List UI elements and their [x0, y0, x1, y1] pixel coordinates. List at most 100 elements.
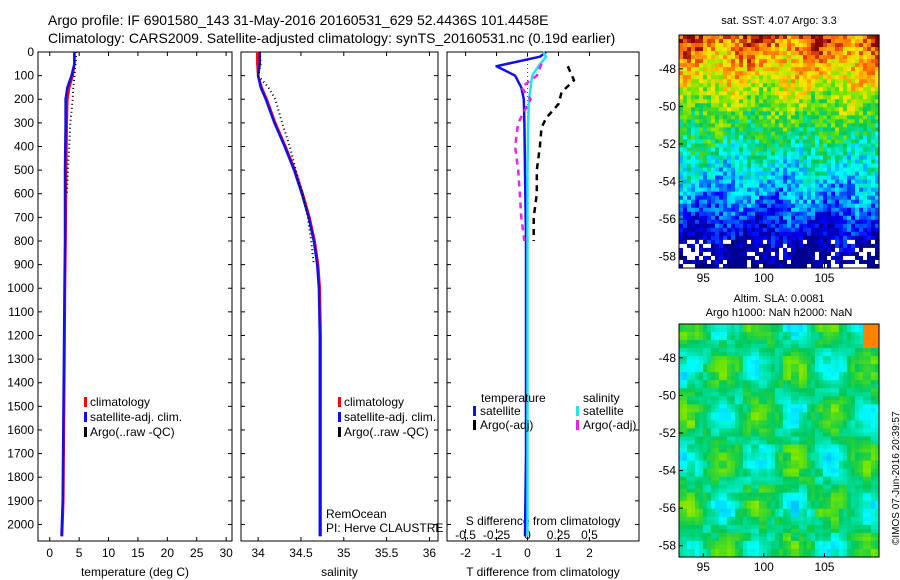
- heatmap-cell: [851, 111, 856, 116]
- heatmap-cell: [687, 119, 692, 124]
- heatmap-cell: [787, 91, 792, 96]
- heatmap-cell: [787, 388, 792, 393]
- heatmap-cell: [747, 348, 752, 353]
- heatmap-cell: [811, 400, 816, 405]
- heatmap-cell: [739, 332, 744, 337]
- heatmap-cell: [815, 183, 820, 189]
- heatmap-cell: [703, 99, 708, 104]
- heatmap-cell: [695, 199, 700, 205]
- heatmap-cell: [759, 356, 764, 361]
- heatmap-cell: [715, 75, 720, 80]
- heatmap-cell: [739, 352, 744, 357]
- heatmap-cell: [787, 35, 792, 40]
- heatmap-cell: [739, 95, 744, 100]
- heatmap-cell: [799, 444, 804, 450]
- heatmap-cell: [731, 336, 736, 341]
- heatmap-cell: [783, 211, 788, 217]
- heatmap-cell: [823, 159, 828, 165]
- heatmap-cell: [787, 408, 792, 413]
- heatmap-cell: [751, 103, 756, 108]
- heatmap-cell: [811, 388, 816, 393]
- heatmap-cell: [839, 187, 844, 193]
- heatmap-cell: [783, 324, 788, 329]
- heatmap-cell: [799, 408, 804, 413]
- heatmap-cell: [691, 364, 696, 369]
- heatmap-cell: [783, 408, 788, 413]
- heatmap-cell: [703, 35, 708, 40]
- heatmap-cell: [811, 35, 816, 40]
- heatmap-cell: [727, 452, 732, 458]
- heatmap-cell: [691, 99, 696, 104]
- heatmap-cell: [723, 43, 728, 48]
- heatmap-cell: [835, 243, 840, 249]
- heatmap-cell: [791, 123, 796, 128]
- heatmap-cell: [751, 187, 756, 193]
- heatmap-cell: [703, 167, 708, 173]
- heatmap-cell: [827, 424, 832, 430]
- heatmap-cell: [819, 175, 824, 181]
- heatmap-cell: [755, 179, 760, 185]
- heatmap-cell: [691, 247, 696, 253]
- heatmap-cell: [763, 263, 768, 269]
- heatmap-cell: [851, 59, 856, 64]
- heatmap-cell: [787, 87, 792, 92]
- heatmap-cell: [851, 448, 856, 454]
- heatmap-cell: [863, 416, 868, 422]
- heatmap-cell: [763, 456, 768, 462]
- heatmap-cell: [795, 348, 800, 353]
- heatmap-cell: [711, 348, 716, 353]
- heatmap-cell: [699, 356, 704, 361]
- heatmap-cell: [863, 79, 868, 84]
- heatmap-cell: [695, 364, 700, 369]
- heatmap-cell: [811, 247, 816, 253]
- heatmap-cell: [803, 456, 808, 462]
- heatmap-cell: [787, 103, 792, 108]
- heatmap-cell: [843, 227, 848, 233]
- heatmap-cell: [807, 239, 812, 245]
- heatmap-cell: [819, 352, 824, 357]
- heatmap-cell: [815, 55, 820, 60]
- heatmap-cell: [683, 131, 688, 137]
- heatmap-cell: [727, 352, 732, 357]
- heatmap-cell: [691, 147, 696, 153]
- heatmap-cell: [787, 448, 792, 454]
- heatmap-cell: [691, 340, 696, 345]
- heatmap-cell: [779, 67, 784, 72]
- heatmap-cell: [711, 91, 716, 96]
- heatmap-cell: [843, 440, 848, 446]
- heatmap-cell: [783, 452, 788, 458]
- heatmap-cell: [819, 263, 824, 269]
- heatmap-cell: [715, 436, 720, 442]
- heatmap-cell: [763, 468, 768, 474]
- heatmap-cell: [815, 340, 820, 345]
- heatmap-cell: [815, 115, 820, 120]
- heatmap-cell: [683, 71, 688, 76]
- heatmap-cell: [691, 432, 696, 438]
- heatmap-cell: [759, 448, 764, 454]
- heatmap-cell: [847, 211, 852, 217]
- heatmap-cell: [691, 203, 696, 209]
- heatmap-cell: [711, 336, 716, 341]
- heatmap-cell: [791, 119, 796, 124]
- heatmap-cell: [727, 408, 732, 413]
- heatmap-cell: [679, 139, 684, 145]
- heatmap-cell: [855, 235, 860, 241]
- heatmap-cell: [875, 139, 880, 145]
- heatmap-cell: [691, 175, 696, 181]
- y-tick-label: 500: [14, 163, 34, 177]
- heatmap-cell: [731, 428, 736, 434]
- heatmap-cell: [831, 364, 836, 369]
- heatmap-cell: [855, 227, 860, 233]
- heatmap-cell: [863, 55, 868, 60]
- heatmap-cell: [807, 352, 812, 357]
- heatmap-cell: [843, 59, 848, 64]
- heatmap-cell: [691, 115, 696, 120]
- heatmap-cell: [679, 203, 684, 209]
- heatmap-cell: [851, 55, 856, 60]
- heatmap-cell: [859, 396, 864, 401]
- heatmap-cell: [843, 131, 848, 137]
- heatmap-cell: [843, 372, 848, 377]
- heatmap-cell: [731, 440, 736, 446]
- heatmap-cell: [743, 95, 748, 100]
- heatmap-cell: [835, 87, 840, 92]
